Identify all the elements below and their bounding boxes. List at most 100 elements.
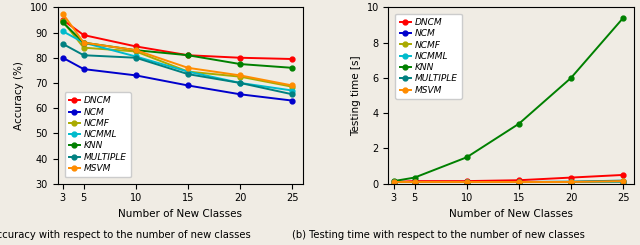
KNN (80, 41, 88, 44)
DNCM (236, 56, 244, 59)
MULTIPLE (411, 181, 419, 184)
NCM (59, 56, 67, 59)
Text: (b) Testing time with respect to the number of new classes: (b) Testing time with respect to the num… (292, 230, 585, 240)
NCMML (236, 82, 244, 85)
Line: MULTIPLE: MULTIPLE (391, 178, 626, 184)
DNCM (463, 180, 470, 183)
NCMML (390, 181, 397, 184)
MULTIPLE (567, 180, 575, 183)
Text: (a) Accuracy with respect to the number of new classes: (a) Accuracy with respect to the number … (0, 230, 251, 240)
MSVM (463, 181, 470, 184)
MULTIPLE (132, 56, 140, 59)
KNN (567, 76, 575, 79)
KNN (463, 156, 470, 159)
KNN (184, 54, 192, 57)
NCMF (132, 50, 140, 53)
MSVM (390, 181, 397, 184)
MSVM (132, 49, 140, 52)
X-axis label: Number of New Classes: Number of New Classes (118, 209, 242, 219)
DNCM (59, 18, 67, 21)
NCMML (411, 181, 419, 184)
MULTIPLE (390, 181, 397, 184)
NCMML (463, 181, 470, 184)
Line: KNN: KNN (391, 15, 626, 184)
MSVM (515, 181, 523, 184)
NCM (236, 93, 244, 96)
Line: MSVM: MSVM (60, 11, 294, 88)
MULTIPLE (620, 179, 627, 182)
DNCM (567, 176, 575, 179)
NCMF (515, 181, 523, 184)
NCMF (411, 181, 419, 184)
Line: NCM: NCM (391, 179, 626, 184)
NCM (80, 68, 88, 71)
MSVM (59, 12, 67, 15)
MULTIPLE (80, 54, 88, 57)
Line: NCMF: NCMF (391, 179, 626, 184)
NCM (567, 181, 575, 184)
DNCM (515, 179, 523, 182)
NCMF (289, 85, 296, 88)
KNN (132, 49, 140, 52)
KNN (620, 16, 627, 19)
KNN (411, 176, 419, 179)
DNCM (132, 45, 140, 48)
MSVM (289, 84, 296, 87)
MSVM (80, 41, 88, 44)
NCM (390, 181, 397, 184)
KNN (236, 62, 244, 65)
NCMF (80, 46, 88, 49)
Legend: DNCM, NCM, NCMF, NCMML, KNN, MULTIPLE, MSVM: DNCM, NCM, NCMF, NCMML, KNN, MULTIPLE, M… (65, 92, 131, 177)
MULTIPLE (59, 42, 67, 45)
NCMF (184, 70, 192, 73)
DNCM (289, 58, 296, 61)
NCMML (80, 41, 88, 44)
Line: NCM: NCM (60, 55, 294, 103)
Line: NCMML: NCMML (391, 179, 626, 184)
NCM (289, 99, 296, 102)
MULTIPLE (184, 73, 192, 76)
NCMML (620, 180, 627, 183)
Line: DNCM: DNCM (60, 18, 294, 61)
NCMF (567, 181, 575, 184)
NCMML (289, 89, 296, 92)
MSVM (236, 74, 244, 77)
MSVM (184, 66, 192, 69)
Line: MSVM: MSVM (391, 179, 626, 184)
Line: NCMF: NCMF (60, 19, 294, 89)
NCM (620, 180, 627, 183)
KNN (59, 21, 67, 24)
NCM (515, 181, 523, 184)
NCMML (132, 55, 140, 58)
DNCM (411, 180, 419, 183)
DNCM (390, 181, 397, 184)
MULTIPLE (289, 93, 296, 96)
MULTIPLE (515, 181, 523, 184)
NCMF (59, 20, 67, 23)
Line: NCMML: NCMML (60, 29, 294, 93)
Legend: DNCM, NCM, NCMF, NCMML, KNN, MULTIPLE, MSVM: DNCM, NCM, NCMF, NCMML, KNN, MULTIPLE, M… (396, 14, 462, 99)
KNN (289, 66, 296, 69)
Line: KNN: KNN (60, 20, 294, 70)
NCMF (620, 180, 627, 183)
Line: DNCM: DNCM (391, 172, 626, 184)
NCM (463, 181, 470, 184)
NCMML (59, 30, 67, 33)
MSVM (620, 180, 627, 183)
NCMML (567, 181, 575, 184)
MULTIPLE (236, 82, 244, 85)
DNCM (80, 34, 88, 37)
NCM (411, 181, 419, 184)
DNCM (184, 54, 192, 57)
Y-axis label: Accuracy (%): Accuracy (%) (14, 61, 24, 130)
NCMF (390, 181, 397, 184)
NCMF (463, 181, 470, 184)
NCM (184, 84, 192, 87)
KNN (515, 122, 523, 125)
MULTIPLE (463, 181, 470, 184)
Line: MULTIPLE: MULTIPLE (60, 41, 294, 97)
NCM (132, 74, 140, 77)
MSVM (411, 181, 419, 184)
Y-axis label: Testing time [s]: Testing time [s] (351, 55, 361, 136)
DNCM (620, 173, 627, 176)
